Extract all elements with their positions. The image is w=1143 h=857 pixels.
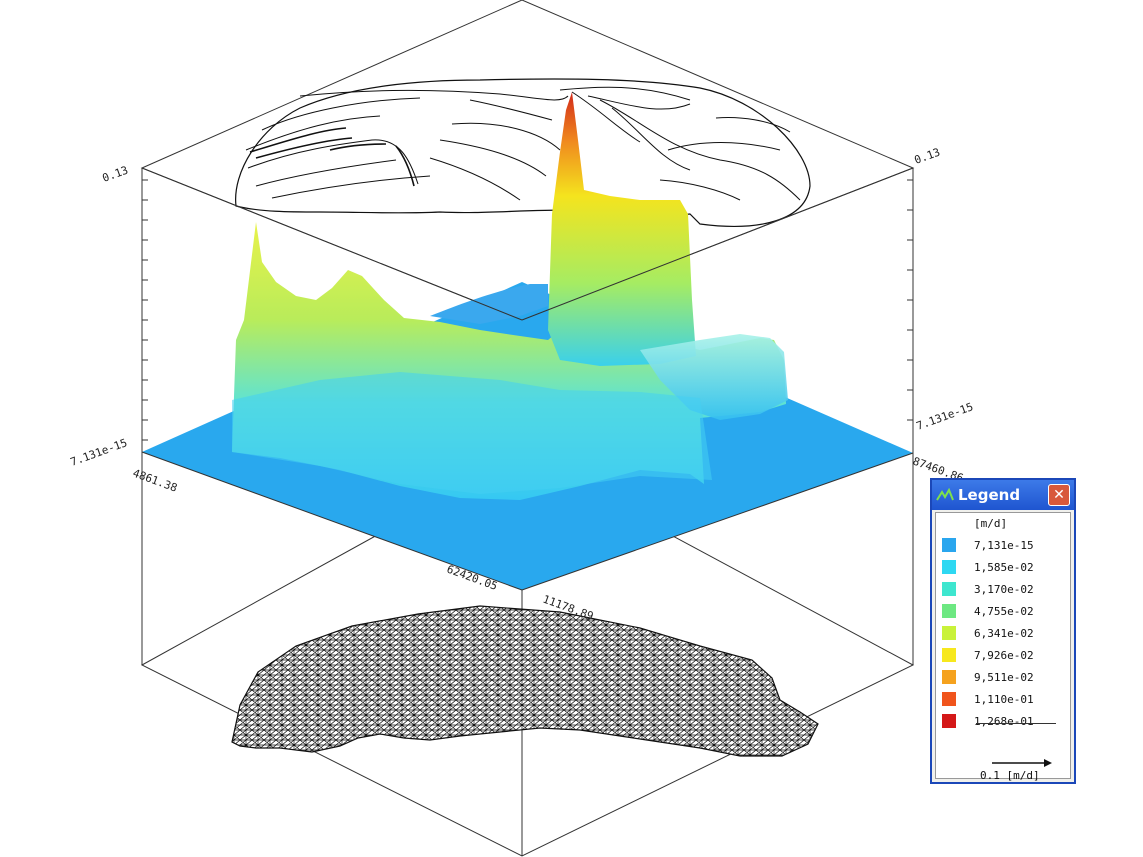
legend-swatch (942, 648, 956, 662)
legend-swatch (942, 670, 956, 684)
x-axis-left-label: 4861.38 (131, 467, 179, 495)
legend-window[interactable]: Legend ✕ [m/d] 7,131e-15 1,585e-02 3,170e-… (930, 478, 1076, 784)
legend-item-label: 1,110e-01 (974, 692, 1034, 706)
scale-arrow-icon (992, 759, 1052, 767)
legend-swatch (942, 560, 956, 574)
z-min-label-left: 7.131e-15 (69, 436, 129, 469)
z-max-label-right: 0.13 (913, 146, 942, 167)
legend-item: 3,170e-02 (942, 581, 1034, 597)
velocity-surface (232, 92, 788, 500)
front-edges (141, 167, 914, 591)
left-axis-ticks (142, 179, 913, 441)
legend-item-label: 7,926e-02 (974, 648, 1034, 662)
legend-item: 7,926e-02 (942, 647, 1034, 663)
legend-swatch (942, 692, 956, 706)
legend-item-label: 4,755e-02 (974, 604, 1034, 618)
legend-item-label: 6,341e-02 (974, 626, 1034, 640)
legend-item-label: 9,511e-02 (974, 670, 1034, 684)
legend-swatch (942, 714, 956, 728)
legend-swatch (942, 626, 956, 640)
legend-item-label: 7,131e-15 (974, 538, 1034, 552)
close-icon: ✕ (1053, 487, 1065, 503)
legend-item-label: 1,268e-01 (974, 714, 1034, 728)
legend-unit-label: [m/d] (974, 517, 1008, 530)
legend-titlebar[interactable]: Legend ✕ (932, 480, 1074, 510)
legend-item: 4,755e-02 (942, 603, 1034, 619)
legend-swatch (942, 582, 956, 596)
legend-item: 1,585e-02 (942, 559, 1034, 575)
z-min-label-right: 7.131e-15 (915, 400, 975, 433)
legend-separator (976, 723, 1056, 724)
legend-body: [m/d] 7,131e-15 1,585e-02 3,170e-02 4,755e-… (935, 512, 1071, 782)
legend-title: Legend (958, 486, 1021, 504)
triangulation-mesh (231, 605, 819, 757)
legend-item-label: 1,585e-02 (974, 560, 1034, 574)
legend-item: 9,511e-02 (942, 669, 1034, 685)
legend-scale-label: 0.1 [m/d] (980, 769, 1040, 782)
legend-item-label: 3,170e-02 (974, 582, 1034, 596)
z-max-label-left: 0.13 (101, 164, 130, 185)
legend-item: 7,131e-15 (942, 537, 1034, 553)
legend-item: 1,268e-01 (942, 713, 1034, 729)
legend-swatch (942, 604, 956, 618)
legend-item: 6,341e-02 (942, 625, 1034, 641)
legend-swatch (942, 538, 956, 552)
close-button[interactable]: ✕ (1048, 484, 1070, 506)
legend-app-icon (936, 488, 954, 501)
legend-item: 1,110e-01 (942, 691, 1034, 707)
